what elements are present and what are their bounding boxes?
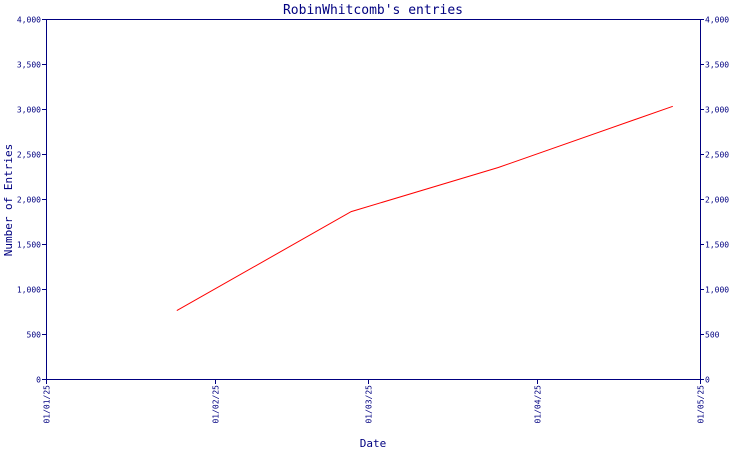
y-tick-label-left: 0 [36,376,41,385]
y-tick-label-left: 4,000 [17,16,41,25]
x-tick-label: 01/01/25 [43,385,52,424]
y-tick-label-left: 1,000 [17,286,41,295]
x-axis-label: Date [360,437,387,450]
x-axis-ticks: 01/01/25 01/02/25 01/03/25 01/04/25 01/05/25 [43,379,706,424]
y-tick-label-right: 0 [705,376,710,385]
x-tick-label: 01/02/25 [212,385,221,424]
y-tick-label-right: 2,500 [705,151,729,160]
plot-frame [46,19,701,380]
y-tick-label-left: 2,000 [17,196,41,205]
y-tick-label-left: 3,000 [17,106,41,115]
y-tick-label-right: 500 [705,331,720,340]
y-tick-label-left: 500 [27,331,42,340]
y-tick-label-left: 1,500 [17,241,41,250]
y-tick-label-left: 3,500 [17,61,41,70]
y-tick-label-right: 1,000 [705,286,729,295]
y-tick-label-left: 2,500 [17,151,41,160]
x-tick-label: 01/05/25 [697,385,706,424]
series-layer [176,105,673,312]
y-tick-label-right: 4,000 [705,16,729,25]
x-tick-label: 01/03/25 [365,385,374,424]
y-tick-label-right: 3,500 [705,61,729,70]
chart-title: RobinWhitcomb's entries [283,3,463,18]
y-axis-label: Number of Entries [2,144,15,257]
y-tick-label-right: 1,500 [705,241,729,250]
x-tick-label: 01/04/25 [534,385,543,424]
y-axis-ticks: 0 0 500 500 1,000 1,000 1,500 1,500 2,000 2,000 2,… [17,16,729,385]
y-tick-label-right: 3,000 [705,106,729,115]
y-tick-label-right: 2,000 [705,196,729,205]
series-line [176,105,673,312]
